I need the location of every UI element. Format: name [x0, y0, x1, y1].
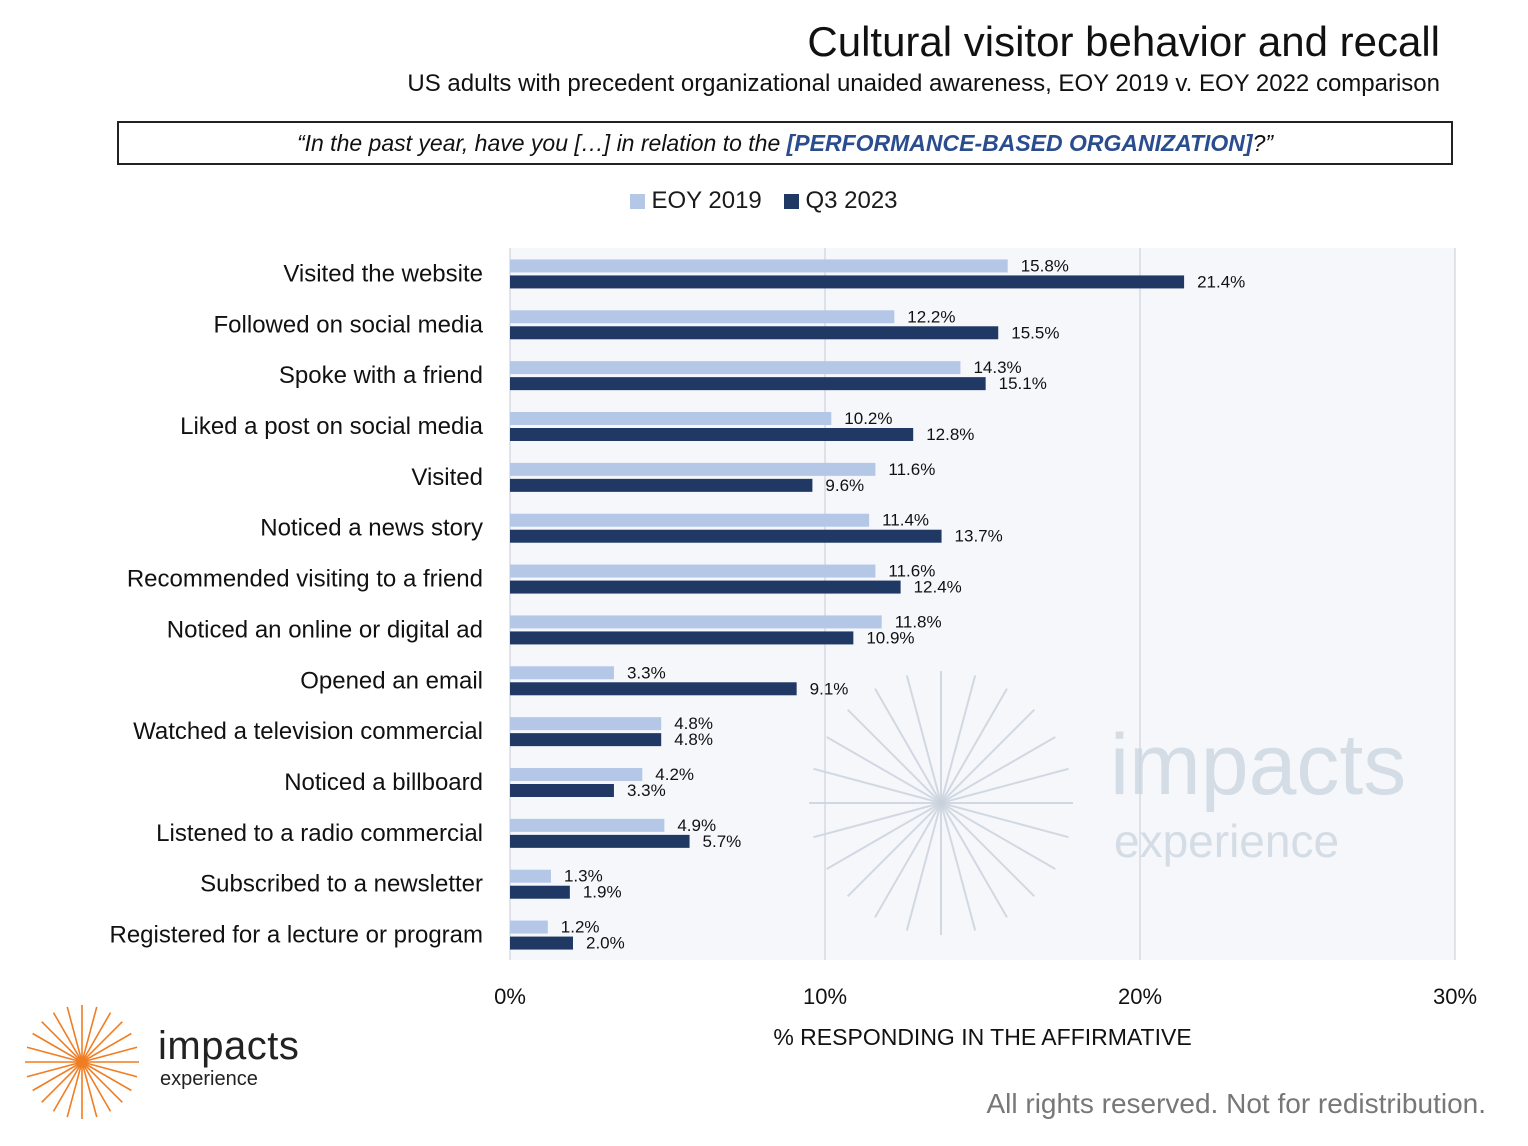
category-label: Followed on social media	[214, 311, 484, 338]
question-box: “In the past year, have you […] in relat…	[117, 121, 1453, 165]
category-label: Opened an email	[300, 667, 483, 694]
chart-subtitle: US adults with precedent organizational …	[407, 70, 1440, 97]
data-label-eoy-2019: 4.2%	[655, 765, 694, 784]
data-label-q3-2023: 21.4%	[1197, 272, 1245, 291]
bar-q3-2023	[510, 428, 914, 441]
data-label-eoy-2019: 11.8%	[895, 612, 942, 631]
bar-q3-2023	[510, 326, 999, 340]
data-label-q3-2023: 10.9%	[866, 628, 914, 647]
bar-eoy-2019	[510, 818, 665, 832]
category-label: Noticed a news story	[260, 515, 483, 542]
x-axis-label: % RESPONDING IN THE AFFIRMATIVE	[773, 1024, 1192, 1050]
data-label-eoy-2019: 12.2%	[907, 307, 955, 326]
legend-label-eoy-2019: EOY 2019	[651, 187, 762, 214]
bar-q3-2023	[510, 682, 797, 696]
x-tick-label: 30%	[1433, 984, 1477, 1009]
data-label-eoy-2019: 15.8%	[1021, 256, 1069, 275]
legend-swatch-q3-2023	[784, 193, 800, 209]
data-label-eoy-2019: 1.3%	[564, 867, 603, 886]
category-label: Listened to a radio commercial	[156, 820, 483, 847]
bar-eoy-2019	[510, 869, 551, 883]
logo-subtext: experience	[160, 1068, 258, 1090]
data-label-eoy-2019: 10.2%	[844, 409, 892, 428]
data-label-q3-2023: 9.6%	[825, 476, 864, 495]
category-label: Noticed a billboard	[284, 769, 483, 796]
data-label-eoy-2019: 11.4%	[882, 511, 929, 530]
category-label: Subscribed to a newsletter	[200, 871, 483, 898]
data-label-q3-2023: 9.1%	[810, 679, 849, 698]
data-label-q3-2023: 15.1%	[999, 374, 1047, 393]
bar-q3-2023	[510, 631, 854, 645]
legend-label-q3-2023: Q3 2023	[805, 187, 898, 214]
category-label: Recommended visiting to a friend	[127, 566, 483, 593]
footer-notice: All rights reserved. Not for redistribut…	[986, 1088, 1486, 1119]
bar-eoy-2019	[510, 412, 832, 425]
bar-eoy-2019	[510, 259, 1008, 273]
question-highlight: [PERFORMANCE-BASED ORGANIZATION]	[786, 130, 1253, 156]
legend-swatch-eoy-2019	[630, 193, 646, 209]
x-tick-label: 20%	[1118, 984, 1162, 1009]
watermark-ray	[813, 767, 1069, 839]
watermark-logo-subtext: experience	[1114, 815, 1340, 867]
data-label-eoy-2019: 1.2%	[561, 918, 600, 937]
chart-title: Cultural visitor behavior and recall	[807, 18, 1440, 65]
data-label-q3-2023: 12.8%	[926, 425, 974, 444]
category-label: Noticed an online or digital ad	[167, 616, 483, 643]
bar-q3-2023	[510, 834, 690, 848]
bar-eoy-2019	[510, 310, 895, 324]
bar-eoy-2019	[510, 768, 643, 781]
data-label-eoy-2019: 4.8%	[674, 714, 713, 733]
bar-q3-2023	[510, 580, 901, 594]
bar-eoy-2019	[510, 361, 961, 375]
category-label: Visited the website	[283, 260, 483, 287]
bar-eoy-2019	[510, 666, 614, 680]
bar-eoy-2019	[510, 615, 882, 629]
data-label-eoy-2019: 14.3%	[973, 358, 1021, 377]
data-label-q3-2023: 12.4%	[914, 578, 962, 597]
category-label: Visited	[411, 464, 483, 491]
data-label-q3-2023: 5.7%	[703, 832, 742, 851]
question-suffix: ?”	[1252, 130, 1274, 156]
legend: EOY 2019 Q3 2023	[0, 187, 1528, 216]
x-tick-label: 0%	[494, 984, 526, 1009]
category-label: Spoke with a friend	[279, 362, 483, 389]
bar-eoy-2019	[510, 717, 662, 731]
bar-q3-2023	[510, 478, 813, 492]
bar-q3-2023	[510, 275, 1185, 289]
legend-item-eoy-2019: EOY 2019	[630, 187, 762, 215]
logo-text: impacts	[158, 1024, 300, 1068]
category-label: Liked a post on social media	[180, 413, 484, 440]
bar-q3-2023	[510, 529, 942, 543]
data-label-q3-2023: 1.9%	[583, 883, 622, 902]
bar-eoy-2019	[510, 564, 876, 578]
bar-q3-2023	[510, 936, 573, 950]
data-label-q3-2023: 13.7%	[955, 527, 1003, 546]
legend-item-q3-2023: Q3 2023	[784, 187, 898, 215]
watermark-logo-text: impacts	[1110, 717, 1407, 813]
bar-q3-2023	[510, 733, 662, 747]
question-prefix: “In the past year, have you […] in relat…	[296, 130, 787, 156]
bar-eoy-2019	[510, 462, 876, 476]
bar-q3-2023	[510, 784, 614, 797]
data-label-eoy-2019: 11.6%	[888, 562, 935, 581]
category-label: Watched a television commercial	[133, 718, 483, 745]
data-label-q3-2023: 2.0%	[586, 934, 625, 953]
bar-eoy-2019	[510, 920, 548, 934]
data-label-q3-2023: 3.3%	[627, 781, 666, 800]
company-logo: impacts experience	[22, 1002, 312, 1124]
x-tick-label: 10%	[803, 984, 847, 1009]
bar-eoy-2019	[510, 513, 870, 527]
data-label-eoy-2019: 4.9%	[677, 816, 716, 835]
logo-burst-icon	[25, 1005, 139, 1119]
category-label: Registered for a lecture or program	[110, 922, 484, 949]
bar-q3-2023	[510, 377, 986, 391]
data-label-q3-2023: 15.5%	[1011, 323, 1059, 342]
data-label-q3-2023: 4.8%	[674, 730, 713, 749]
bar-q3-2023	[510, 885, 570, 899]
data-label-eoy-2019: 3.3%	[627, 663, 666, 682]
logo-ray	[26, 1046, 138, 1078]
data-label-eoy-2019: 11.6%	[888, 460, 935, 479]
